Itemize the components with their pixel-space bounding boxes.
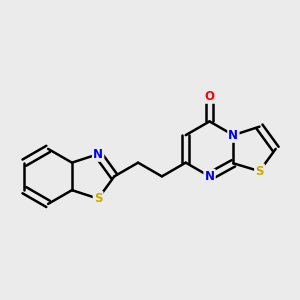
Text: S: S bbox=[255, 165, 264, 178]
Text: O: O bbox=[205, 90, 214, 103]
Text: N: N bbox=[205, 170, 214, 183]
Text: N: N bbox=[93, 148, 103, 161]
Text: S: S bbox=[94, 192, 102, 205]
Text: N: N bbox=[228, 129, 239, 142]
